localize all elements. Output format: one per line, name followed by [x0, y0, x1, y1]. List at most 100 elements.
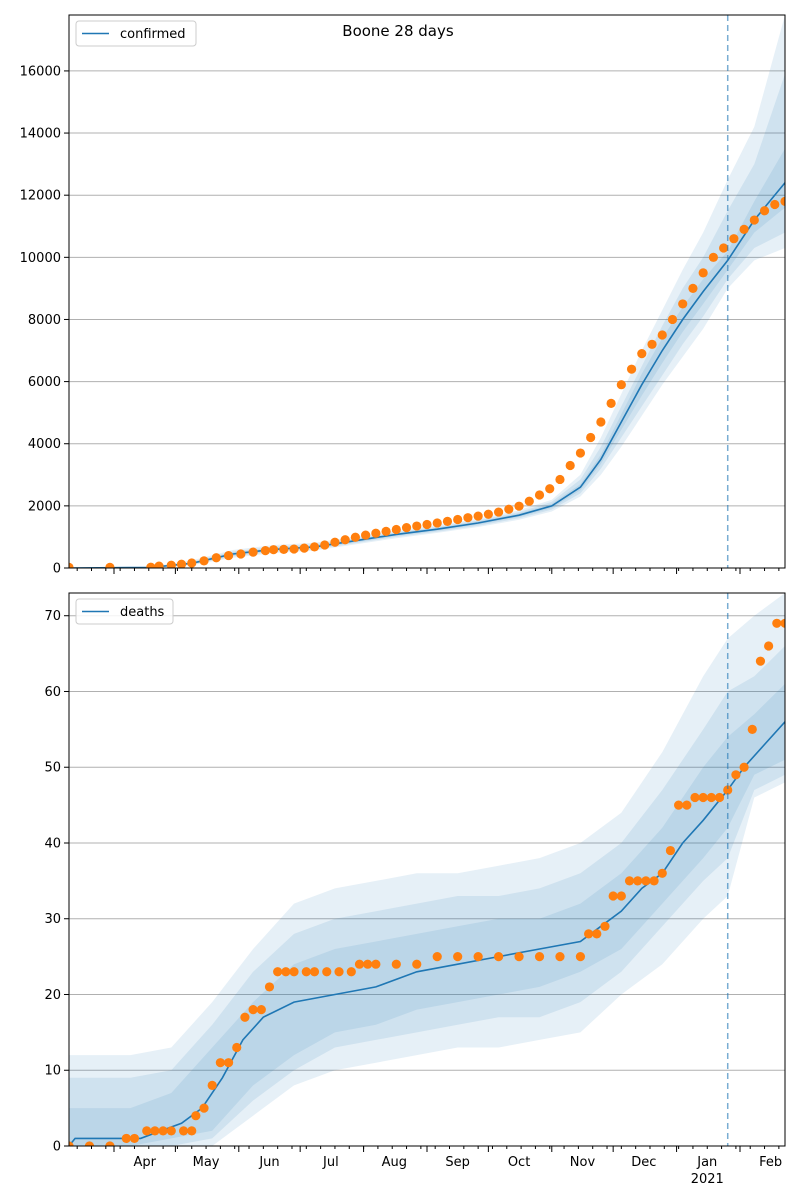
observed-point	[354, 959, 365, 969]
x-tick-label: Jun	[258, 1155, 279, 1170]
observed-point	[719, 243, 729, 253]
observed-point	[608, 891, 618, 901]
observed-point	[240, 1012, 250, 1022]
observed-point	[273, 967, 283, 977]
observed-point	[731, 770, 741, 780]
observed-point	[463, 513, 473, 523]
observed-point	[391, 524, 401, 535]
observed-point	[755, 656, 766, 666]
observed-point	[641, 876, 651, 886]
observed-point	[586, 432, 596, 443]
x-tick-label: Oct	[508, 1155, 530, 1170]
observed-point	[142, 1126, 152, 1136]
observed-point	[690, 792, 700, 803]
observed-point	[534, 952, 545, 962]
observed-point	[301, 967, 311, 977]
observed-point	[260, 546, 270, 556]
uncertainty-band	[69, 593, 785, 1146]
observed-point	[422, 519, 432, 530]
x-tick-label: Feb	[759, 1155, 782, 1170]
observed-point	[624, 876, 635, 886]
observed-point	[494, 952, 504, 962]
y-tick-label: 2000	[28, 499, 61, 514]
x-tick-label: Apr	[133, 1155, 156, 1170]
observed-point	[401, 523, 412, 533]
x-tick-label: Jul	[322, 1155, 339, 1170]
observed-point	[739, 224, 749, 234]
observed-point	[729, 234, 739, 244]
observed-point	[69, 1141, 74, 1146]
observed-point	[606, 398, 616, 408]
observed-point	[309, 542, 320, 552]
observed-point	[494, 507, 504, 517]
observed-point	[146, 562, 156, 568]
observed-point	[442, 516, 453, 526]
observed-point	[514, 501, 524, 511]
observed-point	[759, 206, 770, 216]
observed-point	[657, 868, 667, 878]
chart-title: Boone 28 days	[342, 22, 454, 40]
y-tick-label: 30	[44, 912, 61, 927]
x-tick-label: Sep	[445, 1155, 470, 1170]
observed-point	[555, 474, 565, 485]
observed-point	[764, 641, 774, 651]
observed-point	[236, 549, 246, 559]
observed-point	[150, 1126, 160, 1136]
y-tick-label: 6000	[28, 375, 61, 390]
observed-point	[432, 952, 442, 962]
legend-label: confirmed	[120, 27, 186, 42]
observed-point	[524, 496, 534, 506]
y-tick-label: 16000	[20, 64, 61, 79]
observed-point	[657, 330, 667, 340]
observed-point	[105, 562, 115, 568]
observed-point	[299, 543, 309, 553]
observed-point	[211, 553, 221, 563]
y-tick-label: 4000	[28, 437, 61, 452]
y-tick-label: 60	[44, 685, 61, 700]
deaths-chart: 0 10 20 30 40 50 60 70 Apr May Jun Jul Aug Sep Oct Nov D…	[44, 592, 786, 1187]
observed-point	[749, 215, 759, 225]
x-tick-label: Nov	[570, 1155, 596, 1170]
observed-point	[158, 1126, 168, 1136]
legend: confirmed	[75, 20, 197, 47]
observed-point	[176, 559, 187, 568]
observed-point	[69, 562, 74, 568]
legend-box	[75, 598, 174, 625]
observed-point	[747, 724, 757, 734]
observed-point	[381, 526, 391, 536]
observed-point	[361, 530, 371, 540]
y-tick-label: 40	[44, 836, 61, 851]
observed-point	[473, 952, 483, 962]
observed-point	[330, 537, 340, 547]
observed-point	[121, 1133, 131, 1144]
uncertainty-band	[69, 74, 785, 568]
observed-point	[637, 349, 647, 359]
y-tick-label: 8000	[28, 313, 61, 328]
observed-point	[633, 876, 643, 886]
y-tick-label: 14000	[20, 127, 61, 142]
x-year-label: 2021	[691, 1172, 724, 1187]
observed-point	[473, 511, 483, 521]
observed-point	[215, 1058, 225, 1068]
observed-point	[698, 268, 708, 278]
observed-point	[279, 544, 289, 554]
legend-box	[75, 20, 197, 47]
observed-point	[575, 448, 586, 458]
observed-point	[154, 561, 164, 568]
observed-point	[371, 959, 381, 969]
observed-point	[412, 959, 422, 969]
confirmed-chart: 0 2000 4000 6000 8000 10000 12000 14000 16000 con…	[20, 14, 786, 577]
observed-point	[281, 967, 291, 977]
observed-point	[309, 967, 320, 977]
observed-point	[534, 490, 545, 500]
observed-point	[688, 283, 698, 293]
observed-point	[584, 929, 594, 939]
observed-point	[391, 959, 401, 969]
y-tick-label: 70	[44, 609, 61, 624]
observed-point	[770, 199, 780, 210]
observed-point	[187, 1126, 197, 1136]
plot-area	[69, 593, 785, 1146]
observed-point	[248, 1005, 258, 1015]
observed-point	[739, 762, 749, 772]
